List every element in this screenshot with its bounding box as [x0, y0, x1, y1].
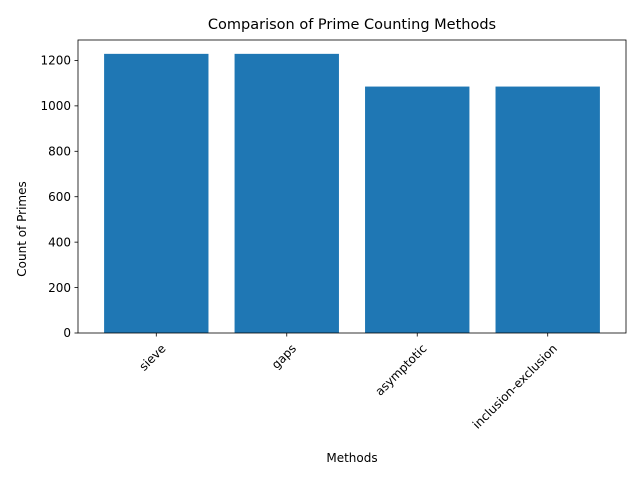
y-tick-label: 400 — [48, 235, 71, 249]
y-tick-label: 1200 — [40, 54, 71, 68]
y-axis-label: Count of Primes — [15, 181, 29, 276]
x-axis-label: Methods — [326, 451, 377, 465]
y-tick-label: 800 — [48, 144, 71, 158]
y-tick-label: 200 — [48, 281, 71, 295]
bars-group — [104, 53, 600, 333]
chart-title: Comparison of Prime Counting Methods — [208, 17, 496, 33]
y-axis-ticks: 0 200 400 600 800 1000 1200 — [40, 54, 78, 340]
y-tick-label: 1000 — [40, 99, 71, 113]
plot-area-frame — [77, 39, 627, 334]
y-tick-label: 0 — [63, 326, 71, 340]
bar-asymptotic — [365, 86, 470, 333]
bar-inclusion-exclusion — [495, 86, 600, 333]
y-tick-label: 600 — [48, 190, 71, 204]
bar-gaps — [234, 53, 339, 333]
bar-sieve — [104, 53, 209, 333]
